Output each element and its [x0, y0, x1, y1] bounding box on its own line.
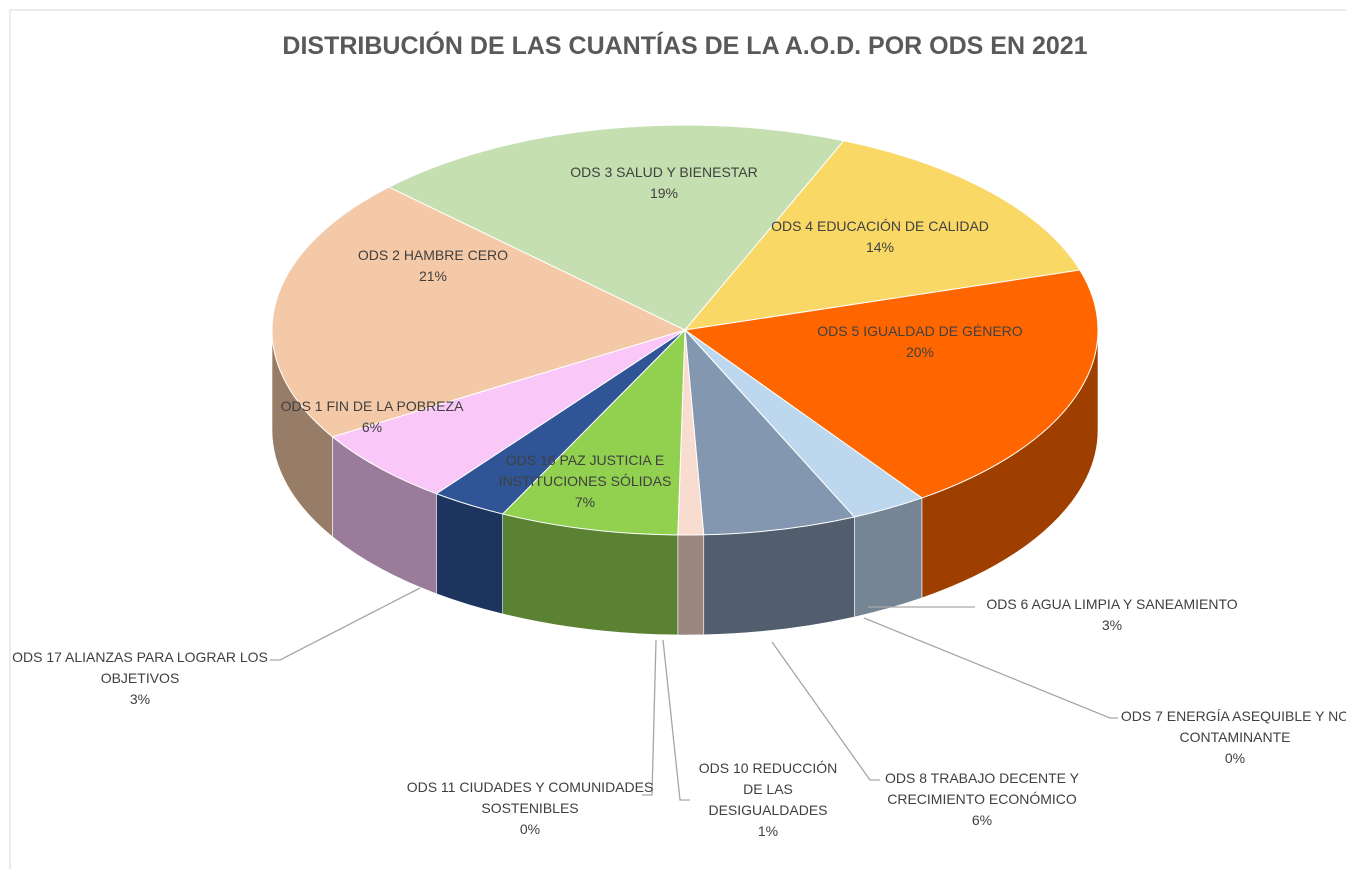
slice — [435, 329, 686, 515]
label-name: ODS 1 FIN DE LA POBREZA — [280, 398, 464, 414]
slice — [683, 269, 1099, 499]
leader-line — [642, 639, 657, 796]
label-name: ODS 5 IGUALDAD DE GÉNERO — [817, 323, 1023, 339]
label-name: ODS 11 CIUDADES Y COMUNIDADES SOSTENIBLE… — [406, 779, 654, 816]
label-name: ODS 17 ALIANZAS PARA LOGRAR LOS OBJETIVO… — [12, 649, 268, 686]
data-label: ODS 2 HAMBRE CERO 21% — [333, 245, 533, 287]
data-label: ODS 1 FIN DE LA POBREZA 6% — [272, 396, 472, 438]
slice-side — [853, 497, 923, 618]
label-name: ODS 4 EDUCACIÓN DE CALIDAD — [771, 218, 989, 234]
leader-line — [270, 587, 421, 661]
label-name: ODS 6 AGUA LIMPIA Y SANEAMIENTO — [986, 596, 1238, 612]
data-label: ODS 17 ALIANZAS PARA LOGRAR LOS OBJETIVO… — [5, 647, 275, 710]
slice — [684, 328, 856, 536]
label-value: 14% — [865, 239, 895, 255]
label-value: 20% — [905, 344, 935, 360]
data-label: ODS 8 TRABAJO DECENTE Y CRECIMIENTO ECON… — [872, 768, 1092, 831]
label-name: ODS 10 REDUCCIÓN DE LAS DESIGUALDADES — [698, 760, 838, 818]
slice-side — [677, 534, 705, 636]
data-label: ODS 16 PAZ JUSTICIA E INSTITUCIONES SÓLI… — [490, 450, 680, 513]
data-label: ODS 3 SALUD Y BIENESTAR 19% — [554, 162, 774, 204]
slice — [271, 186, 687, 438]
pie — [271, 124, 1099, 636]
leader-line — [771, 641, 880, 781]
label-value: 3% — [129, 691, 151, 707]
label-name: ODS 8 TRABAJO DECENTE Y CRECIMIENTO ECON… — [885, 770, 1079, 807]
data-label: ODS 5 IGUALDAD DE GÉNERO 20% — [800, 321, 1040, 363]
data-label: ODS 10 REDUCCIÓN DE LAS DESIGUALDADES 1% — [698, 758, 838, 842]
data-label: ODS 6 AGUA LIMPIA Y SANEAMIENTO 3% — [962, 594, 1262, 636]
data-label: ODS 7 ENERGÍA ASEQUIBLE Y NO CONTAMINANT… — [1110, 706, 1346, 769]
label-name: ODS 16 PAZ JUSTICIA E INSTITUCIONES SÓLI… — [498, 452, 672, 489]
label-value: 6% — [971, 812, 993, 828]
label-value: 7% — [574, 494, 596, 510]
label-value: 0% — [519, 821, 541, 837]
slice — [683, 140, 1081, 331]
slice — [387, 124, 845, 331]
leader-line — [662, 639, 690, 801]
leader-line — [863, 617, 1118, 719]
label-value: 6% — [361, 419, 383, 435]
label-name: ODS 2 HAMBRE CERO — [357, 247, 509, 263]
label-value: 0% — [1224, 750, 1246, 766]
label-name: ODS 7 ENERGÍA ASEQUIBLE Y NO CONTAMINANT… — [1120, 708, 1346, 745]
label-value: 1% — [757, 823, 779, 839]
chart-title: DISTRIBUCIÓN DE LAS CUANTÍAS DE LA A.O.D… — [282, 32, 1088, 60]
slice-side — [703, 516, 855, 636]
label-value: 21% — [418, 268, 448, 284]
chart-frame — [9, 9, 1346, 869]
data-label: ODS 4 EDUCACIÓN DE CALIDAD 14% — [760, 216, 1000, 258]
label-value: 19% — [649, 185, 679, 201]
slice — [331, 329, 686, 495]
slice — [501, 328, 686, 536]
label-name: ODS 3 SALUD Y BIENESTAR — [570, 164, 758, 180]
data-label: ODS 11 CIUDADES Y COMUNIDADES SOSTENIBLE… — [395, 777, 665, 840]
label-value: 3% — [1101, 617, 1123, 633]
